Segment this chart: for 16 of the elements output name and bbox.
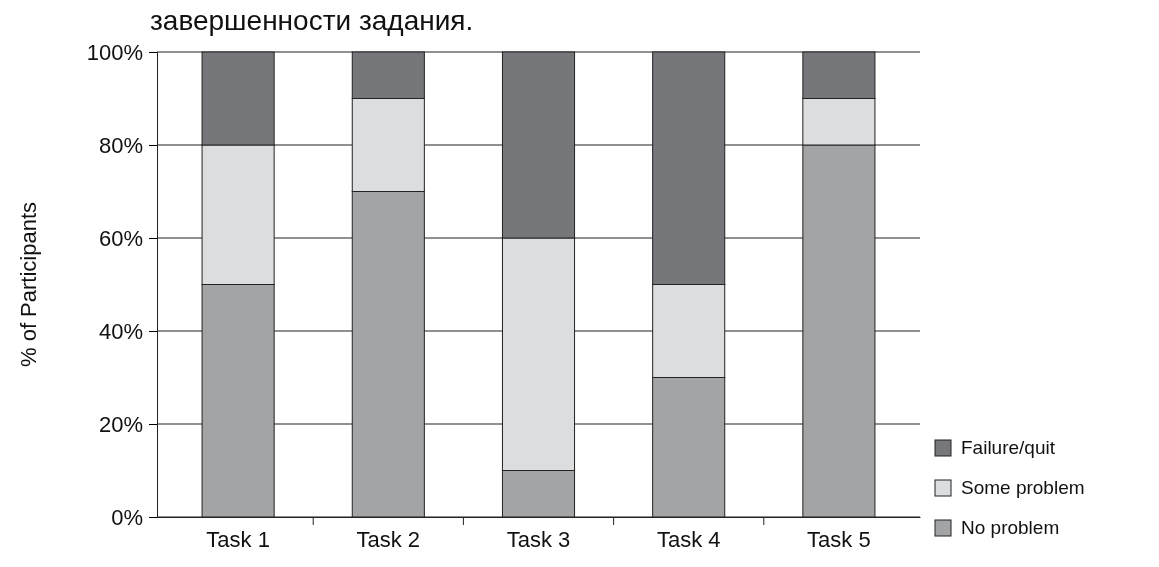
y-tick-label: 60% <box>98 225 143 251</box>
legend-label: Some problem <box>961 477 1085 498</box>
y-tick-label: 20% <box>98 411 143 437</box>
x-tick-label: Task 1 <box>206 526 270 552</box>
x-tick-label: Task 5 <box>807 526 871 552</box>
legend-label: No problem <box>961 517 1060 538</box>
x-tick-label: Task 3 <box>506 526 571 552</box>
x-tick-label: Task 4 <box>656 526 721 552</box>
legend-label: Failure/quit <box>961 437 1056 458</box>
y-tick-label: 80% <box>98 132 143 158</box>
y-axis-title: % of Participants <box>16 201 41 368</box>
x-tick-label: Task 2 <box>356 526 421 552</box>
y-tick-label: 0% <box>111 504 143 530</box>
y-tick-label: 40% <box>98 318 143 344</box>
y-tick-label: 100% <box>86 39 143 65</box>
chart-title: завершенности задания. <box>150 5 474 36</box>
